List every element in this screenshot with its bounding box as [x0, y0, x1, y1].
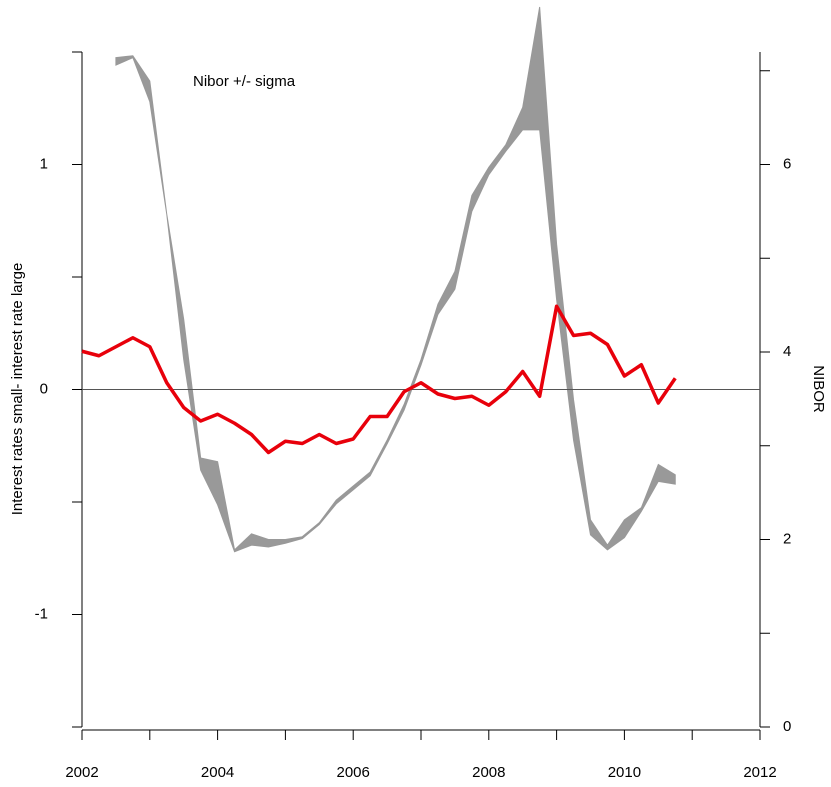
sigma-band	[115, 6, 676, 553]
y2-tick-label: 0	[783, 718, 791, 735]
y-tick-label: 1	[40, 155, 48, 172]
x-tick-label: 2006	[337, 764, 370, 781]
band-label: Nibor +/- sigma	[193, 73, 296, 90]
y-tick-label: -1	[35, 605, 48, 622]
y-axis-label: Interest rates small- interest rate larg…	[9, 263, 26, 516]
y2-axis-label: NIBOR	[810, 365, 827, 413]
y-tick-label: 0	[40, 380, 48, 397]
y2-tick-label: 6	[783, 155, 791, 172]
x-tick-label: 2004	[201, 764, 234, 781]
y2-tick-label: 2	[783, 530, 791, 547]
y2-tick-label: 4	[783, 343, 791, 360]
series-line	[81, 304, 677, 455]
x-tick-label: 2008	[472, 764, 505, 781]
x-tick-label: 2002	[65, 764, 98, 781]
x-tick-label: 2010	[608, 764, 641, 781]
x-tick-label: 2012	[743, 764, 776, 781]
